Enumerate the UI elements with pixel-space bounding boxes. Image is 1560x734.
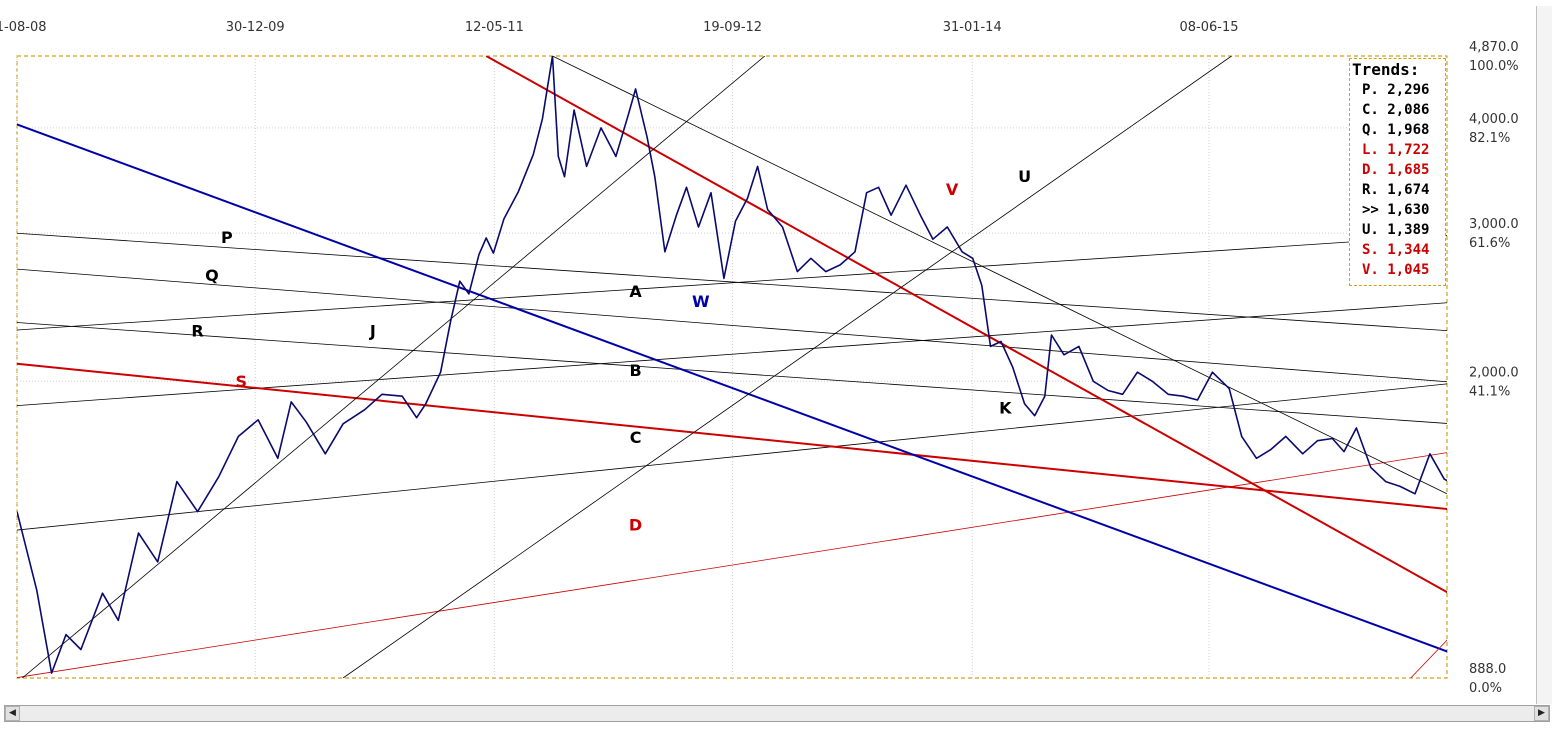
trend-line-q — [17, 268, 1447, 383]
trend-line-v — [485, 56, 1447, 594]
x-tick-label: 19-09-12 — [703, 20, 762, 35]
y-tick-percent: 0.0% — [1469, 681, 1502, 696]
grid-lines — [16, 56, 1447, 678]
legend-item: V. 1,045 — [1362, 262, 1430, 278]
trend-label-s: S — [236, 372, 248, 391]
price-line — [17, 56, 1447, 674]
legend-item: U. 1,389 — [1362, 222, 1430, 238]
vertical-scrollbar[interactable] — [1536, 6, 1552, 704]
trend-label-u: U — [1018, 167, 1031, 186]
y-tick-percent: 41.1% — [1469, 384, 1510, 399]
legend-item: >> 1,630 — [1362, 202, 1430, 218]
legend-item: P. 2,296 — [1362, 82, 1430, 98]
trend-line-j — [22, 56, 766, 678]
trend-label-d: D — [629, 515, 642, 534]
legend-item: Q. 1,968 — [1362, 122, 1430, 138]
price-series — [17, 56, 1447, 674]
trend-label-w: W — [692, 292, 710, 311]
trend-line-c — [17, 383, 1447, 531]
x-axis-ticks: 21-08-08 30-12-09 12-05-11 19-09-12 31-01-14… — [0, 20, 1239, 35]
x-tick-label: 31-01-14 — [943, 20, 1002, 35]
trend-line-p — [17, 232, 1447, 332]
y-tick-label: 4,000.0 — [1469, 112, 1519, 127]
trend-label-q: Q — [205, 266, 219, 285]
y-tick-percent: 82.1% — [1469, 131, 1510, 146]
x-tick-label: 30-12-09 — [226, 20, 285, 35]
y-axis-ticks: 4,870.0 100.0% 4,000.0 82.1% 3,000.0 61.6% 2,0… — [1469, 40, 1519, 696]
x-tick-label: 12-05-11 — [465, 20, 524, 35]
scroll-left-button[interactable]: ◀ — [5, 706, 20, 721]
legend-item: D. 1,685 — [1362, 162, 1430, 178]
x-tick-label: 21-08-08 — [0, 20, 47, 35]
y-tick-label: 888.0 — [1469, 662, 1506, 677]
arrow-right-icon: ▶ — [1538, 708, 1545, 718]
trend-line-r — [17, 322, 1447, 424]
trend-line-b — [17, 302, 1447, 407]
legend-item: L. 1,722 — [1362, 142, 1430, 158]
scroll-right-button[interactable]: ▶ — [1534, 706, 1549, 721]
horizontal-scrollbar[interactable]: ◀ ▶ — [4, 705, 1550, 722]
trend-label-c: C — [630, 428, 642, 447]
legend-title: Trends: — [1352, 60, 1420, 79]
trend-label-p: P — [221, 228, 233, 247]
y-tick-percent: 100.0% — [1469, 59, 1519, 74]
trends-legend: Trends: P. 2,296 C. 2,086 Q. 1,968 L. 1,722… — [1349, 58, 1446, 286]
trend-label-k: K — [999, 399, 1012, 418]
legend-item: S. 1,344 — [1362, 242, 1430, 258]
y-tick-label: 4,870.0 — [1469, 40, 1519, 55]
trend-label-r: R — [191, 322, 203, 341]
plot-frame — [16, 55, 1448, 679]
trend-line-s — [17, 362, 1447, 511]
y-tick-percent: 61.6% — [1469, 236, 1510, 251]
y-tick-label: 2,000.0 — [1469, 365, 1519, 380]
trend-line-u — [552, 56, 1447, 495]
trend-line-d — [17, 452, 1447, 678]
legend-item: C. 2,086 — [1362, 102, 1430, 118]
trend-label-j: J — [369, 322, 376, 341]
trend-label-a: A — [629, 282, 642, 301]
trend-line-w — [17, 123, 1447, 653]
trend-label-v: V — [946, 180, 959, 199]
trend-line-k — [342, 56, 1232, 678]
legend-item: R. 1,674 — [1362, 182, 1430, 198]
trend-label-b: B — [629, 361, 641, 380]
y-tick-label: 3,000.0 — [1469, 217, 1519, 232]
trend-lines — [17, 56, 1447, 678]
trend-labels: PQRSJABCDWVUKL — [191, 167, 1031, 534]
x-tick-label: 08-06-15 — [1179, 20, 1238, 35]
arrow-left-icon: ◀ — [9, 708, 16, 718]
